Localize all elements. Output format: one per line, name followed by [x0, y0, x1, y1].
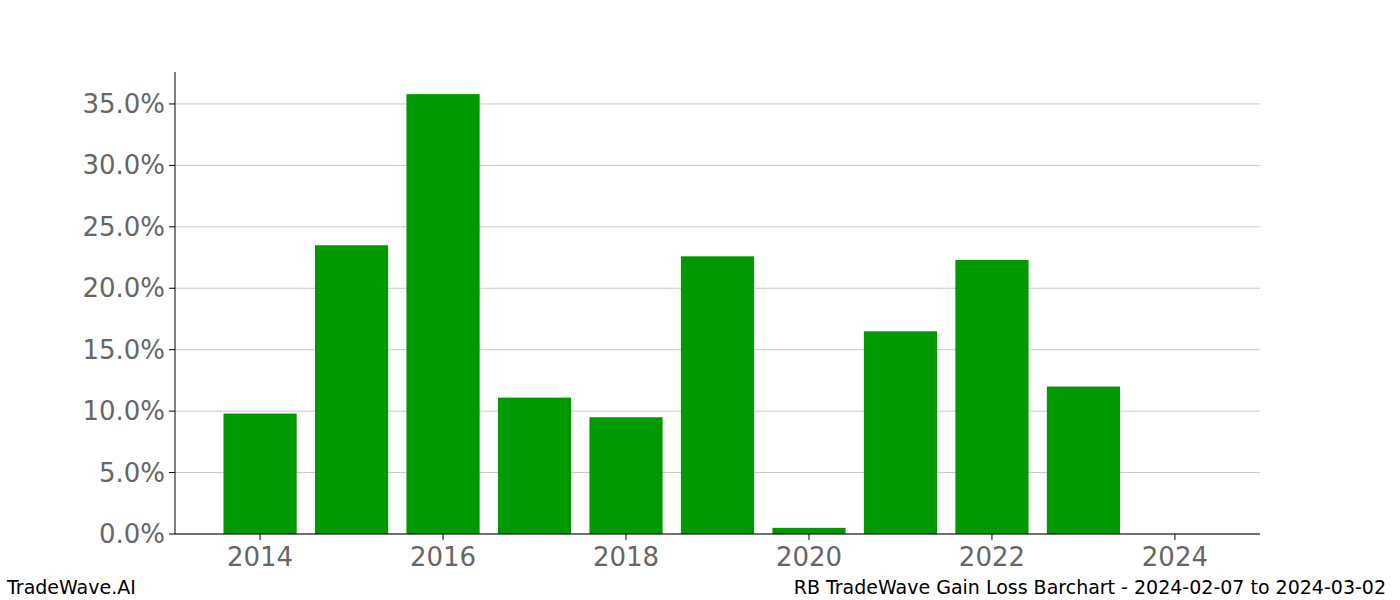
- x-tick-label: 2020: [776, 542, 842, 572]
- y-tick: [169, 349, 175, 350]
- x-tick: [1174, 534, 1175, 540]
- bar: [1047, 387, 1120, 534]
- y-tick-label: 30.0%: [82, 150, 165, 180]
- x-tick: [260, 534, 261, 540]
- y-tick-label: 15.0%: [82, 335, 165, 365]
- x-tick-label: 2016: [410, 542, 476, 572]
- y-tick: [169, 103, 175, 104]
- y-tick-label: 10.0%: [82, 396, 165, 426]
- y-tick-label: 0.0%: [99, 519, 165, 549]
- bar: [315, 245, 388, 534]
- bar: [223, 414, 296, 534]
- grid-line: [175, 534, 1260, 535]
- y-tick-label: 25.0%: [82, 212, 165, 242]
- bar: [498, 398, 571, 534]
- x-tick-label: 2022: [959, 542, 1025, 572]
- x-tick-label: 2014: [227, 542, 293, 572]
- y-axis: [175, 72, 176, 534]
- footer-left: TradeWave.AI: [6, 576, 136, 598]
- y-tick: [169, 472, 175, 473]
- y-tick: [169, 226, 175, 227]
- x-tick: [626, 534, 627, 540]
- grid-line: [175, 226, 1260, 227]
- y-tick: [169, 165, 175, 166]
- y-tick: [169, 411, 175, 412]
- x-tick-label: 2018: [593, 542, 659, 572]
- bar: [955, 260, 1028, 534]
- bar: [589, 417, 662, 534]
- x-tick: [991, 534, 992, 540]
- x-tick: [808, 534, 809, 540]
- grid-line: [175, 103, 1260, 104]
- bar: [772, 528, 845, 534]
- bars: [223, 94, 1120, 534]
- bar: [864, 331, 937, 534]
- y-tick-label: 20.0%: [82, 273, 165, 303]
- x-tick: [443, 534, 444, 540]
- y-tick-label: 5.0%: [99, 458, 165, 488]
- title: RB TradeWave Gain Loss Barchart - 2024-0…: [794, 576, 1386, 598]
- y-tick: [169, 534, 175, 535]
- y-tick: [169, 288, 175, 289]
- x-tick-label: 2024: [1142, 542, 1208, 572]
- x-axis: [175, 534, 1260, 535]
- bar: [681, 256, 754, 534]
- chart: 0.0% 5.0% 10.0% 15.0% 20.0% 25.0% 30.0% 35.0% 20…: [0, 0, 1400, 600]
- y-tick-label: 35.0%: [82, 89, 165, 119]
- grid-line: [175, 165, 1260, 166]
- bar: [406, 94, 479, 534]
